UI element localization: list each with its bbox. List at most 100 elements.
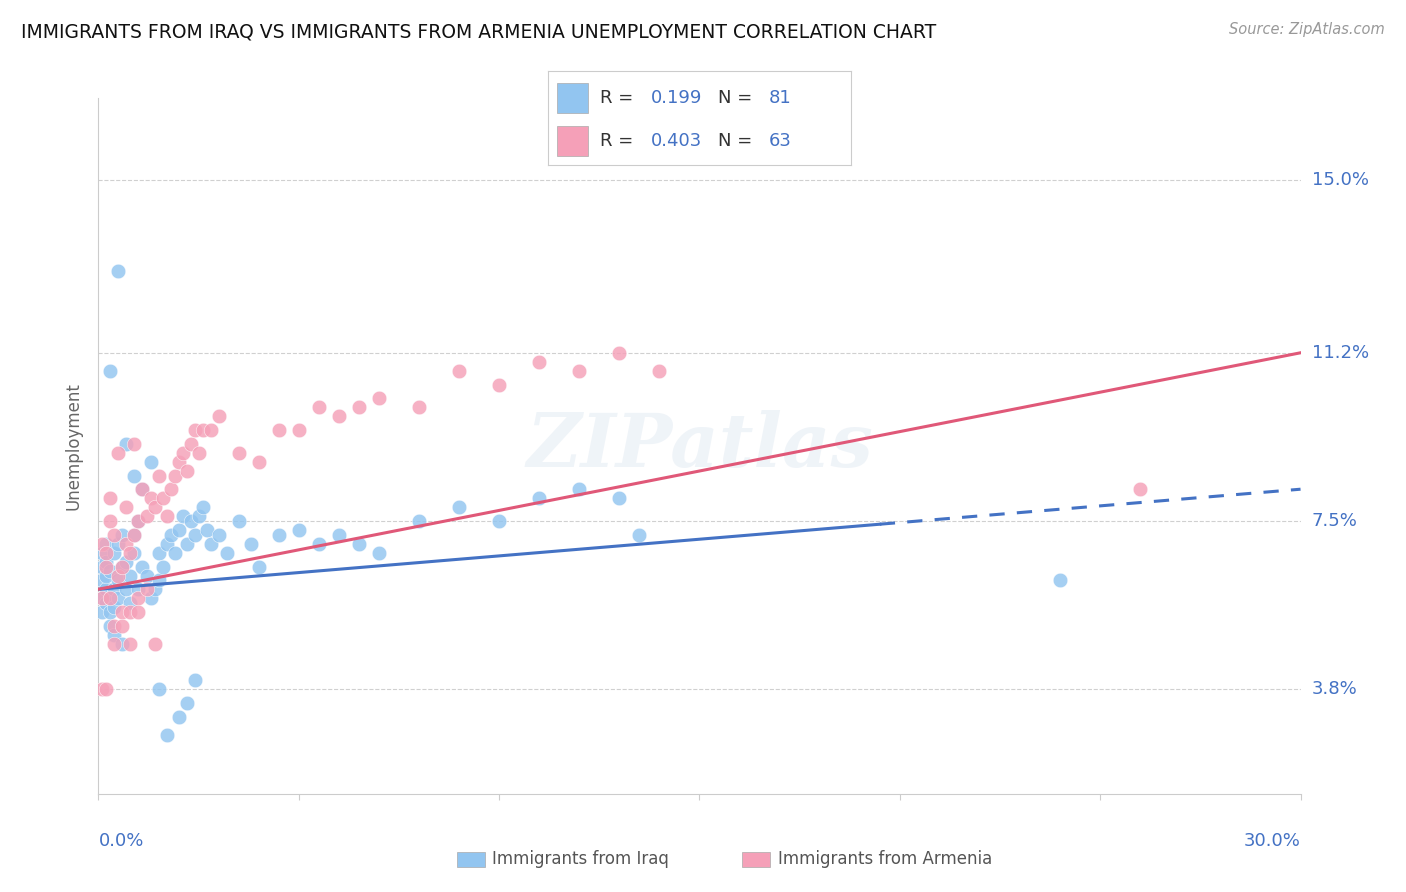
Text: R =: R =: [600, 88, 638, 106]
Point: [408, 514, 430, 528]
Point: [100, 564, 122, 578]
Point: [96, 559, 118, 574]
Point: [91, 559, 114, 574]
FancyBboxPatch shape: [557, 126, 588, 156]
Point: [91, 546, 114, 560]
Point: [152, 559, 174, 574]
Point: [100, 591, 122, 606]
Point: [91, 682, 114, 697]
Text: ZIPatlas: ZIPatlas: [526, 409, 873, 483]
Point: [176, 696, 198, 710]
Point: [135, 509, 157, 524]
Point: [347, 401, 370, 415]
Text: IMMIGRANTS FROM IRAQ VS IMMIGRANTS FROM ARMENIA UNEMPLOYMENT CORRELATION CHART: IMMIGRANTS FROM IRAQ VS IMMIGRANTS FROM …: [21, 22, 936, 41]
Point: [120, 637, 142, 651]
Point: [100, 591, 122, 606]
Point: [103, 546, 125, 560]
Point: [100, 605, 122, 619]
Text: N =: N =: [717, 132, 758, 150]
Point: [96, 555, 118, 569]
Point: [128, 514, 150, 528]
Point: [183, 673, 205, 688]
Text: Immigrants from Iraq: Immigrants from Iraq: [492, 850, 669, 869]
Text: 3.8%: 3.8%: [1312, 681, 1357, 698]
Point: [115, 537, 138, 551]
Point: [568, 482, 591, 496]
Text: 15.0%: 15.0%: [1312, 171, 1368, 189]
Point: [91, 537, 114, 551]
Point: [107, 446, 129, 460]
Point: [111, 559, 134, 574]
Point: [111, 605, 134, 619]
Point: [488, 377, 510, 392]
Point: [120, 568, 142, 582]
Point: [267, 527, 290, 541]
Point: [128, 591, 150, 606]
Point: [148, 546, 170, 560]
Point: [143, 582, 166, 597]
Y-axis label: Unemployment: Unemployment: [65, 382, 83, 510]
Point: [124, 436, 146, 450]
Point: [180, 436, 202, 450]
Text: N =: N =: [717, 88, 758, 106]
Text: Source: ZipAtlas.com: Source: ZipAtlas.com: [1229, 22, 1385, 37]
Point: [163, 468, 186, 483]
Point: [176, 537, 198, 551]
Point: [609, 345, 631, 359]
Point: [167, 523, 190, 537]
Point: [103, 582, 125, 597]
Point: [103, 628, 125, 642]
Point: [172, 446, 194, 460]
Point: [163, 546, 186, 560]
Point: [96, 537, 118, 551]
Point: [124, 527, 146, 541]
Point: [96, 596, 118, 610]
Point: [176, 464, 198, 478]
Point: [159, 527, 181, 541]
Point: [91, 605, 114, 619]
Point: [308, 537, 330, 551]
Point: [159, 482, 181, 496]
Point: [131, 482, 153, 496]
Text: R =: R =: [600, 132, 638, 150]
Point: [167, 709, 190, 723]
Point: [107, 568, 129, 582]
Text: Immigrants from Armenia: Immigrants from Armenia: [778, 850, 991, 869]
Point: [172, 509, 194, 524]
Point: [148, 682, 170, 697]
Point: [368, 391, 391, 405]
Point: [228, 514, 250, 528]
Point: [183, 527, 205, 541]
Point: [91, 573, 114, 587]
Point: [128, 514, 150, 528]
Point: [267, 423, 290, 437]
Point: [131, 559, 153, 574]
Point: [648, 364, 671, 378]
Point: [91, 591, 114, 606]
Text: 63: 63: [769, 132, 792, 150]
Text: 0.403: 0.403: [651, 132, 703, 150]
Point: [247, 559, 270, 574]
Point: [115, 436, 138, 450]
Point: [447, 364, 470, 378]
Point: [103, 600, 125, 615]
Point: [1049, 573, 1071, 587]
Text: 0.0%: 0.0%: [98, 832, 143, 850]
Point: [115, 582, 138, 597]
Point: [139, 491, 162, 506]
Point: [100, 491, 122, 506]
Point: [107, 264, 129, 278]
Point: [103, 637, 125, 651]
Text: 81: 81: [769, 88, 792, 106]
Point: [628, 527, 651, 541]
Point: [187, 509, 209, 524]
Point: [529, 355, 551, 369]
Point: [124, 527, 146, 541]
Point: [200, 423, 222, 437]
Point: [368, 546, 391, 560]
Point: [155, 509, 177, 524]
Point: [100, 364, 122, 378]
Point: [308, 401, 330, 415]
Point: [152, 491, 174, 506]
Point: [120, 596, 142, 610]
